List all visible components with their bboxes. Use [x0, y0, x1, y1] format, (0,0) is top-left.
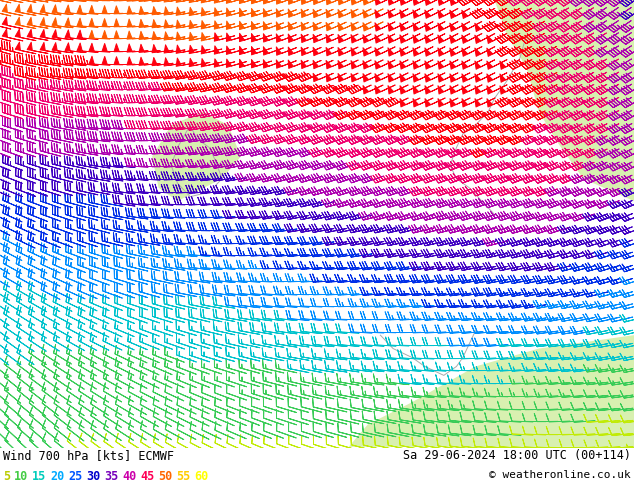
Text: Wind 700 hPa [kts] ECMWF: Wind 700 hPa [kts] ECMWF: [3, 449, 174, 462]
Text: 25: 25: [68, 470, 82, 483]
Text: 20: 20: [50, 470, 64, 483]
Text: 35: 35: [104, 470, 119, 483]
Text: 50: 50: [158, 470, 172, 483]
Polygon shape: [152, 112, 241, 201]
Polygon shape: [495, 0, 634, 201]
Text: 5: 5: [3, 470, 10, 483]
Text: 60: 60: [194, 470, 208, 483]
Text: 10: 10: [14, 470, 29, 483]
Text: © weatheronline.co.uk: © weatheronline.co.uk: [489, 470, 631, 480]
Polygon shape: [349, 335, 634, 447]
Text: 45: 45: [140, 470, 154, 483]
Text: 40: 40: [122, 470, 136, 483]
Text: 15: 15: [32, 470, 46, 483]
Text: 30: 30: [86, 470, 100, 483]
Text: 55: 55: [176, 470, 190, 483]
Text: Sa 29-06-2024 18:00 UTC (00+114): Sa 29-06-2024 18:00 UTC (00+114): [403, 449, 631, 462]
